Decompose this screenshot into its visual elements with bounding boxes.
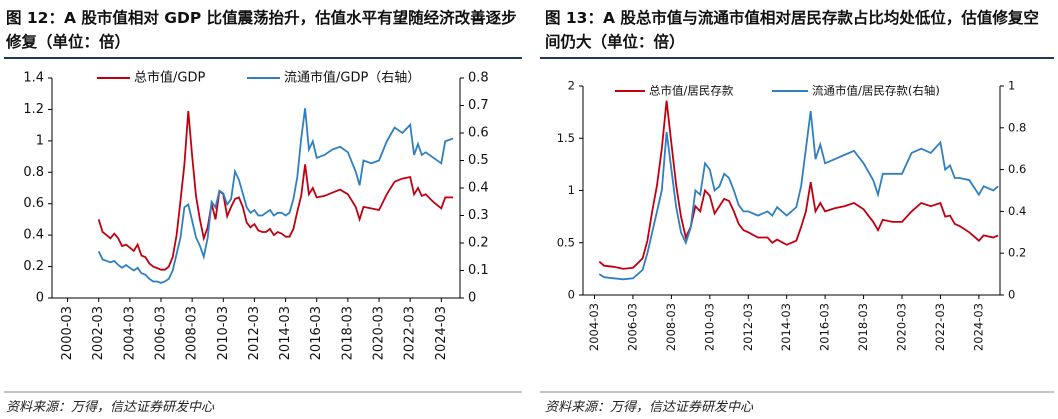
y2-tick-label: 0.7 xyxy=(468,98,489,113)
y2-tick-label: 0 xyxy=(1008,288,1015,302)
x-tick-label: 2012-03 xyxy=(741,303,755,351)
y2-tick-label: 0.8 xyxy=(1008,120,1026,134)
y-tick-label: 2 xyxy=(568,79,575,93)
x-tick-label: 2018-03 xyxy=(340,306,355,360)
x-tick-label: 2010-03 xyxy=(702,303,716,351)
chart-title: 图 13：A 股总市值与流通市值相对居民存款占比均处低位，估值修复空间仍大（单位… xyxy=(545,9,1039,51)
series-line xyxy=(97,108,454,284)
y2-tick-label: 0.4 xyxy=(1008,204,1026,218)
y-tick-label: 1 xyxy=(36,133,44,148)
x-tick-label: 2004-03 xyxy=(587,303,601,351)
y2-tick-label: 0.2 xyxy=(468,236,489,251)
y2-tick-label: 0 xyxy=(468,291,476,306)
y2-tick-label: 0.3 xyxy=(468,208,489,223)
x-tick-label: 2014-03 xyxy=(779,303,793,351)
y-tick-label: 1.2 xyxy=(23,102,44,117)
y2-tick-label: 0.6 xyxy=(1008,162,1026,176)
source-note: 资料来源：万得，信达证券研发中心 xyxy=(6,400,215,415)
x-tick-label: 2008-03 xyxy=(185,306,200,360)
y-tick-label: 0 xyxy=(36,291,44,306)
y-tick-label: 0.4 xyxy=(23,228,44,243)
y-tick-label: 0.5 xyxy=(557,235,575,249)
x-tick-label: 2002-03 xyxy=(91,306,106,360)
y-tick-label: 0.8 xyxy=(23,165,44,180)
source-note: 资料来源：万得，信达证券研发中心 xyxy=(545,400,754,415)
x-tick-label: 2024-03 xyxy=(434,306,449,360)
y2-tick-label: 0.2 xyxy=(1008,246,1026,260)
x-tick-label: 2016-03 xyxy=(818,303,832,351)
legend-label: 总市值/GDP xyxy=(134,70,205,86)
y2-tick-label: 0.4 xyxy=(468,181,489,196)
x-tick-label: 2004-03 xyxy=(122,306,137,360)
x-tick-label: 2016-03 xyxy=(309,306,324,360)
legend-label: 流通市值/居民存款(右轴) xyxy=(812,84,940,98)
x-tick-label: 2020-03 xyxy=(372,306,387,360)
y2-tick-label: 0.5 xyxy=(468,153,489,168)
series-line xyxy=(97,110,453,271)
y2-tick-label: 0.6 xyxy=(468,126,489,141)
x-tick-label: 2000-03 xyxy=(60,306,75,360)
legend-label: 流通市值/GDP（右轴） xyxy=(284,70,420,86)
series-line xyxy=(598,110,999,281)
y-tick-label: 0.2 xyxy=(23,259,44,274)
x-tick-label: 2006-03 xyxy=(154,306,169,360)
y2-tick-label: 0.8 xyxy=(468,71,489,86)
y-tick-label: 1.5 xyxy=(557,131,575,145)
x-tick-label: 2022-03 xyxy=(403,306,418,360)
y2-tick-label: 1 xyxy=(1008,79,1015,93)
x-tick-label: 2024-03 xyxy=(971,303,985,351)
x-tick-label: 2008-03 xyxy=(664,303,678,351)
y-tick-label: 1 xyxy=(568,183,575,197)
y-tick-label: 0.6 xyxy=(23,196,44,211)
x-tick-label: 2020-03 xyxy=(894,303,908,351)
legend-label: 总市值/居民存款 xyxy=(649,84,734,98)
series-line xyxy=(598,100,999,270)
y-tick-label: 0 xyxy=(568,288,575,302)
y2-tick-label: 0.1 xyxy=(468,263,489,278)
chart-title: 图 12：A 股市值相对 GDP 比值震荡抬升，估值水平有望随经济改善逐步修复（… xyxy=(6,9,517,51)
x-tick-label: 2010-03 xyxy=(216,306,231,360)
x-tick-label: 2018-03 xyxy=(856,303,870,351)
x-tick-label: 2014-03 xyxy=(278,306,293,360)
x-tick-label: 2012-03 xyxy=(247,306,262,360)
x-tick-label: 2022-03 xyxy=(933,303,947,351)
y-tick-label: 1.4 xyxy=(23,71,44,86)
x-tick-label: 2006-03 xyxy=(625,303,639,351)
